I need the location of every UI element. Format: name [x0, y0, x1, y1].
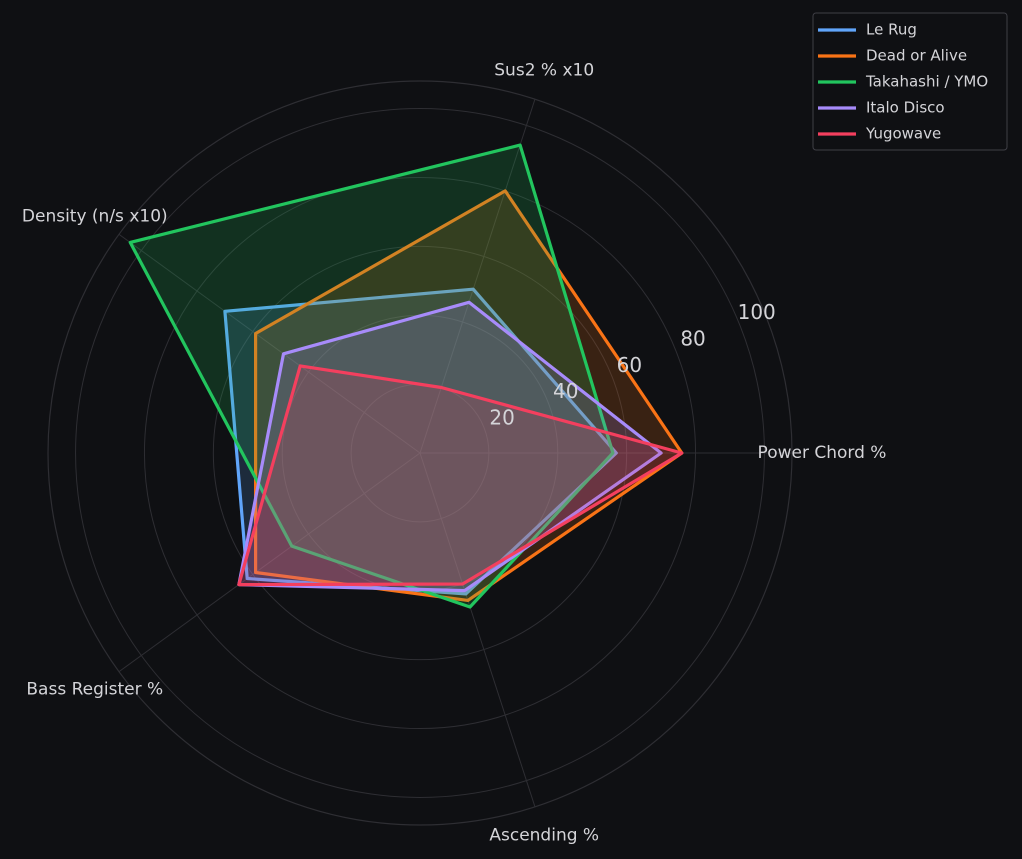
- axis-label: Ascending %: [489, 825, 599, 845]
- spoke: [118, 452, 421, 673]
- r-tick-label: 60: [617, 353, 642, 377]
- radar-line: [128, 143, 615, 609]
- r-tick-label: 100: [738, 300, 776, 324]
- axis-label: Density (n/s x10): [22, 207, 168, 227]
- spoke: [419, 452, 536, 807]
- legend-label: Dead or Alive: [866, 47, 967, 65]
- radar-area: [238, 302, 662, 591]
- labels: Power Chord % Sus2 % x10 Density (n/s x10)…: [22, 61, 887, 846]
- radar-line: [237, 300, 663, 593]
- axis-label: Bass Register %: [26, 679, 163, 699]
- spoke: [118, 233, 421, 454]
- legend-box: [812, 12, 1008, 151]
- marks: [128, 143, 684, 609]
- legend: Le Rug Dead or Alive Takahashi / YMO Italo …: [812, 12, 1008, 151]
- legend-label: Italo Disco: [866, 99, 945, 117]
- radar-area: [238, 365, 682, 585]
- axis-label: Power Chord %: [758, 443, 887, 463]
- r-tick-label: 80: [680, 326, 705, 350]
- legend-label: Takahashi / YMO: [865, 73, 988, 91]
- legend-label: Le Rug: [866, 21, 917, 39]
- radar-line: [254, 189, 684, 602]
- spoke: [419, 99, 536, 454]
- r-tick-label: 20: [489, 405, 514, 429]
- radar-area: [224, 289, 617, 594]
- r-tick-label: 40: [553, 379, 578, 403]
- radar-line: [237, 364, 684, 587]
- legend-label: Yugowave: [865, 125, 941, 143]
- axis-label: Sus2 % x10: [494, 61, 594, 81]
